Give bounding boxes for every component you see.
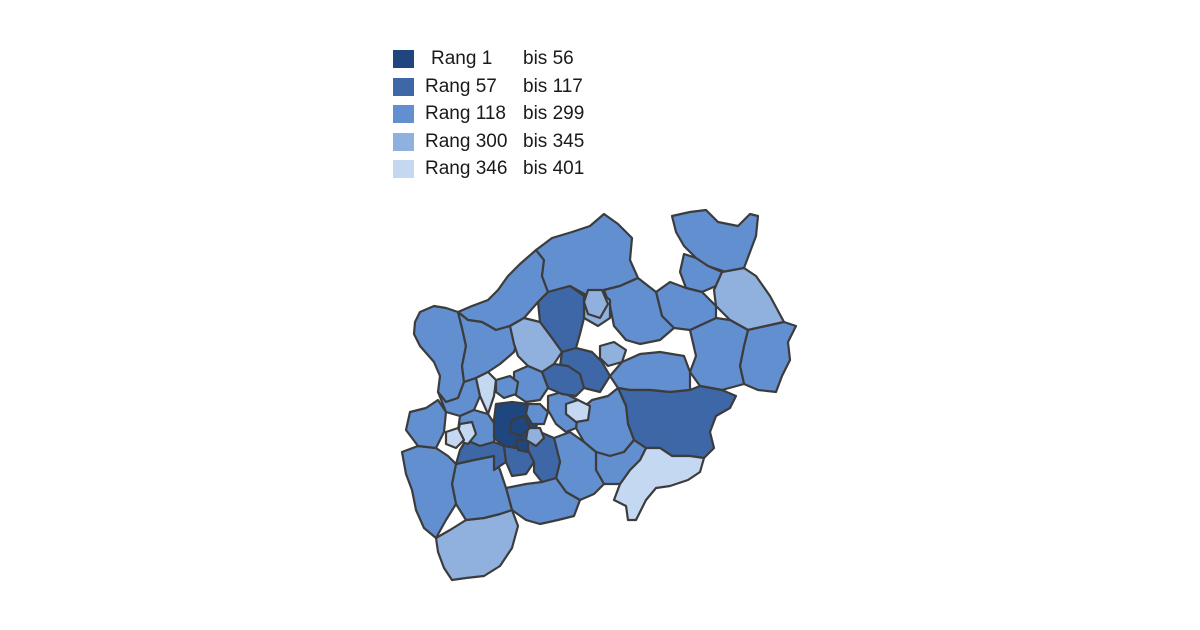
legend-label-rang: Rang 1 <box>431 48 493 69</box>
district-dueren <box>450 454 514 522</box>
legend-item: Rang 118 bis 299 <box>393 103 653 131</box>
legend-label-rang: Rang 57 <box>425 75 497 97</box>
legend-swatch <box>393 77 414 96</box>
legend-item: Rang 1 bis 56 <box>393 48 653 76</box>
nrw-district-map <box>400 208 798 582</box>
legend-item: Rang 346 bis 401 <box>393 158 653 186</box>
legend-label-bis: bis 401 <box>523 158 585 179</box>
district-duisburg <box>474 370 498 416</box>
legend-item: Rang 57 bis 117 <box>393 76 653 104</box>
district-dortmund <box>540 362 586 398</box>
choropleth-map <box>395 208 800 588</box>
legend-label-rang: Rang 118 <box>425 103 506 124</box>
district-solingen <box>508 414 532 438</box>
legend-swatch <box>393 105 414 123</box>
legend-swatch <box>393 132 414 151</box>
legend-label-bis: bis 117 <box>523 75 583 97</box>
district-rhein-erft-kreis <box>454 438 508 472</box>
map-legend: Rang 1 bis 56 Rang 57 bis 117 Rang 118 b… <box>393 48 653 186</box>
legend-swatch <box>393 160 414 178</box>
legend-label-rang: Rang 346 <box>425 158 508 179</box>
district-bielefeld <box>582 288 610 320</box>
legend-label-bis: bis 56 <box>523 48 574 69</box>
district-moenchengladbach <box>444 426 466 450</box>
district-kleve <box>412 304 468 404</box>
district-rhein-sieg-kreis <box>504 476 582 526</box>
district-euskirchen <box>434 508 520 582</box>
legend-label-rang: Rang 300 <box>425 130 508 152</box>
legend-item: Rang 300 bis 345 <box>393 131 653 159</box>
legend-label-bis: bis 345 <box>523 130 585 152</box>
district-bonn <box>524 426 546 448</box>
district-minden-luebbecke <box>670 208 760 274</box>
district-warendorf <box>602 276 676 346</box>
district-bochum <box>512 364 550 404</box>
legend-swatch <box>393 50 414 68</box>
district-aachen <box>400 444 458 540</box>
district-hagen <box>564 398 592 424</box>
legend-label-bis: bis 299 <box>523 103 585 124</box>
district-heinsberg <box>404 398 448 450</box>
district-essen <box>494 374 520 400</box>
district-wesel <box>456 310 520 384</box>
district-wuppertal <box>524 402 550 426</box>
district-paderborn <box>688 316 750 392</box>
district-borken <box>456 248 550 332</box>
